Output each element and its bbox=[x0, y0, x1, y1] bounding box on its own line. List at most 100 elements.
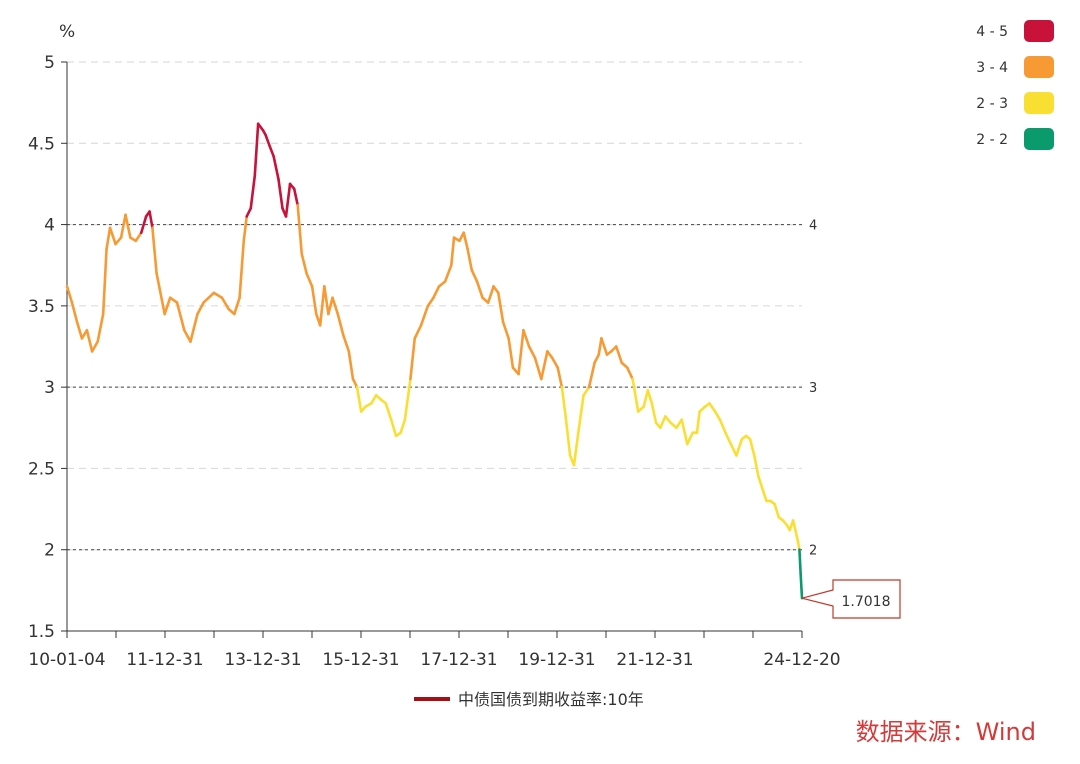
series-line-segment bbox=[268, 145, 275, 158]
series-line-segment bbox=[300, 252, 308, 275]
series-line-segment bbox=[501, 320, 510, 340]
series-line-segment bbox=[369, 393, 378, 405]
series-line-segment bbox=[708, 402, 717, 413]
series-line-segment bbox=[202, 291, 216, 304]
series-line-segment bbox=[799, 572, 804, 600]
y-tick-label: 3.5 bbox=[28, 297, 55, 317]
series-line-segment bbox=[470, 268, 479, 283]
legend-label: 中债国债到期收益率:10年 bbox=[458, 690, 644, 709]
visual-map-swatch bbox=[1024, 20, 1054, 42]
x-tick-label: 15-12-31 bbox=[322, 650, 399, 670]
series-line-segment bbox=[752, 454, 760, 478]
series-line-segment bbox=[256, 122, 265, 132]
series-line-segment bbox=[533, 356, 543, 381]
series-line-segment bbox=[443, 263, 453, 283]
series-line-segment bbox=[305, 272, 314, 288]
series-line-segment bbox=[556, 366, 564, 389]
series-line-segment bbox=[347, 350, 355, 381]
reference-line-label: 2 bbox=[809, 544, 817, 559]
series-line-segment bbox=[139, 215, 148, 234]
series-line-segment bbox=[85, 328, 94, 353]
series-line-segment bbox=[403, 377, 412, 421]
series-line-segment bbox=[466, 247, 474, 272]
series-line-segment bbox=[96, 312, 105, 343]
series-line-segment bbox=[773, 502, 781, 519]
series-line-segment bbox=[284, 182, 292, 218]
series-line-segment bbox=[642, 389, 650, 408]
series-line-segment bbox=[148, 210, 154, 230]
series-line-segment bbox=[572, 431, 580, 467]
series-line-segment bbox=[614, 345, 624, 365]
series-line-segment bbox=[105, 226, 112, 251]
series-line-segment bbox=[650, 402, 658, 425]
x-tick-label: 10-01-04 bbox=[28, 650, 105, 670]
series-line-segment bbox=[114, 236, 123, 246]
y-tick-label: 2.5 bbox=[28, 459, 55, 479]
series-line-segment bbox=[384, 402, 393, 421]
series-line bbox=[65, 122, 804, 600]
series-line-segment bbox=[507, 337, 515, 369]
series-line-segment bbox=[735, 437, 744, 457]
x-tick-label: 21-12-31 bbox=[616, 650, 693, 670]
series-line-segment bbox=[724, 431, 733, 446]
series-line-segment bbox=[659, 415, 667, 430]
series-line-segment bbox=[564, 415, 572, 457]
series-line-segment bbox=[249, 174, 257, 210]
series-line-segment bbox=[151, 226, 158, 275]
series-line-segment bbox=[409, 337, 417, 381]
visual-map-swatch bbox=[1024, 56, 1054, 78]
series-line-segment bbox=[462, 231, 469, 251]
series-line-segment bbox=[419, 304, 430, 327]
visual-map-label: 2 - 3 bbox=[976, 96, 1008, 112]
series-line-segment bbox=[245, 207, 253, 218]
series-line-segment bbox=[101, 247, 108, 316]
series-line-segment bbox=[163, 296, 172, 316]
series-legend[interactable]: 中债国债到期收益率:10年 bbox=[414, 690, 644, 709]
x-tick-label: 19-12-31 bbox=[518, 650, 595, 670]
series-line-segment bbox=[310, 285, 318, 316]
series-line-segment bbox=[517, 328, 525, 376]
series-line-segment bbox=[296, 203, 304, 256]
series-line-segment bbox=[65, 285, 74, 304]
series-line-segment bbox=[90, 340, 99, 353]
series-line-segment bbox=[155, 272, 166, 316]
series-line-segment bbox=[729, 442, 738, 457]
visual-map-label: 4 - 5 bbox=[976, 24, 1008, 40]
y-axis: % 1.5 2 2.5 3 3.5 4 4.5 5 bbox=[28, 22, 75, 642]
series-line-segment bbox=[168, 296, 179, 304]
series-line-segment bbox=[748, 437, 756, 457]
series-line-segment bbox=[593, 353, 601, 365]
series-line-segment bbox=[522, 328, 531, 348]
series-line-segment bbox=[631, 377, 640, 413]
y-axis-unit: % bbox=[59, 22, 75, 42]
series-line-segment bbox=[336, 312, 345, 337]
visual-map-swatch bbox=[1024, 128, 1054, 150]
series-line-segment bbox=[253, 122, 260, 178]
series-line-segment bbox=[695, 410, 701, 434]
series-line-segment bbox=[264, 133, 272, 148]
series-line-segment bbox=[426, 296, 435, 308]
series-line-segment bbox=[134, 231, 143, 243]
series-line-segment bbox=[527, 345, 537, 360]
y-tick-label: 5 bbox=[44, 53, 55, 73]
reference-lines: 4 3 2 bbox=[67, 219, 817, 559]
series-line-segment bbox=[242, 215, 249, 243]
series-line-segment bbox=[718, 418, 727, 434]
reference-line-label: 4 bbox=[809, 219, 817, 234]
series-line-segment bbox=[685, 431, 695, 446]
series-line-segment bbox=[413, 324, 423, 340]
y-tick-label: 4 bbox=[44, 216, 55, 236]
series-line-segment bbox=[341, 333, 351, 353]
visual-map-legend[interactable]: 4 - 5 3 - 4 2 - 3 2 - 2 bbox=[976, 20, 1054, 150]
series-line-segment bbox=[175, 301, 186, 332]
reference-line-label: 3 bbox=[809, 381, 817, 396]
series-line-segment bbox=[450, 236, 456, 267]
x-tick-label: 11-12-31 bbox=[126, 650, 203, 670]
series-line-segment bbox=[355, 385, 363, 413]
series-line-segment bbox=[432, 285, 441, 300]
series-line-segment bbox=[323, 285, 330, 316]
series-line-segment bbox=[318, 285, 326, 327]
series-line-segment bbox=[389, 418, 398, 438]
series-line-segment bbox=[496, 291, 505, 324]
